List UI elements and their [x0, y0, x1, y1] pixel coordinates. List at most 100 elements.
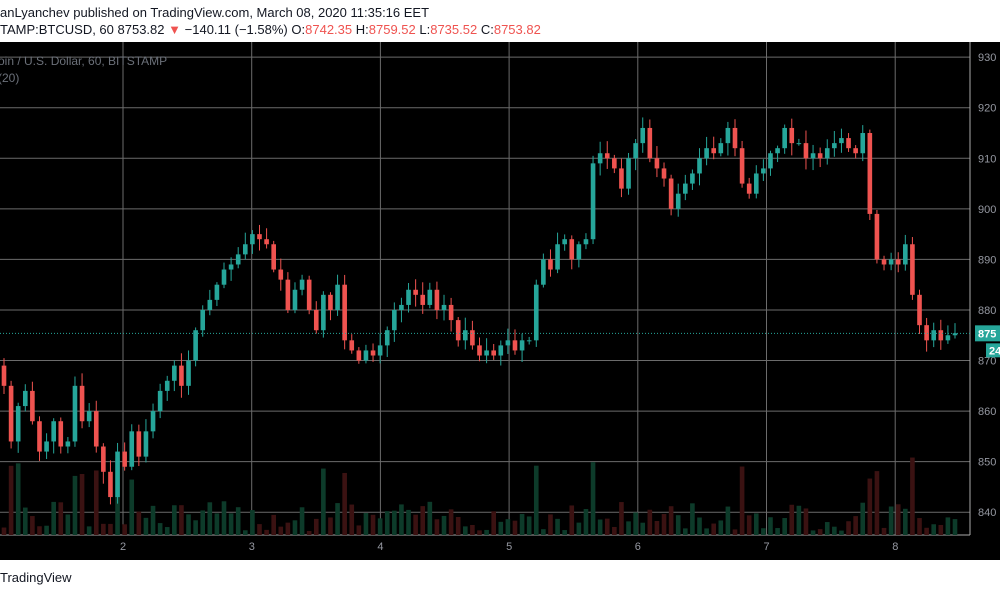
- candle-body: [704, 148, 709, 159]
- candle-body: [924, 325, 929, 341]
- volume-bar: [846, 521, 851, 535]
- volume-bar: [1, 527, 7, 535]
- price-tick-label: 910: [978, 153, 996, 165]
- volume-bar: [58, 502, 64, 535]
- volume-bar: [157, 523, 163, 535]
- volume-bar: [406, 509, 411, 535]
- candle-body: [562, 239, 567, 245]
- candle-body: [945, 335, 951, 341]
- price-tick-label: 920: [978, 103, 996, 115]
- symbol-label[interactable]: TAMP:BTCUSD, 60: [0, 22, 114, 37]
- candle-body: [484, 350, 489, 356]
- volume-bar: [888, 506, 894, 535]
- candle-body: [860, 133, 866, 154]
- volume-bar: [824, 522, 830, 535]
- volume-bar: [505, 519, 511, 535]
- volume-bar: [143, 517, 149, 535]
- volume-bar: [803, 508, 809, 535]
- volume-bar: [363, 512, 369, 535]
- volume-bar: [179, 505, 184, 535]
- open-label: O:: [291, 22, 306, 37]
- candle-body: [413, 289, 418, 295]
- volume-bar: [37, 526, 42, 535]
- candle-body: [462, 330, 468, 341]
- candle-body: [22, 390, 28, 407]
- volume-bar: [498, 521, 504, 535]
- candle-body: [910, 244, 915, 295]
- last-price: 8753.82: [117, 22, 165, 37]
- volume-bar: [895, 504, 901, 535]
- candle-body: [824, 148, 830, 159]
- candle-body: [377, 345, 383, 356]
- volume-bar: [299, 507, 305, 535]
- volume-bar: [633, 512, 638, 535]
- candle-body: [448, 304, 454, 321]
- price-tick-label: 860: [978, 406, 996, 418]
- volume-bar: [150, 505, 156, 535]
- volume-bar: [604, 518, 610, 535]
- volume-bar: [477, 530, 482, 535]
- volume-bar: [761, 528, 766, 535]
- volume-bar: [952, 519, 958, 535]
- candle-body: [583, 239, 589, 245]
- candle-body: [895, 259, 901, 265]
- volume-bar: [250, 510, 255, 535]
- candle-body: [761, 168, 766, 174]
- candle-body: [399, 304, 404, 310]
- candle-body: [874, 213, 880, 260]
- volume-bar: [328, 517, 333, 535]
- candle-body: [335, 284, 340, 310]
- volume-bar: [654, 520, 660, 535]
- candle-body: [93, 411, 99, 447]
- volume-bar: [221, 501, 227, 535]
- candle-body: [143, 431, 149, 457]
- candle-body: [604, 153, 610, 159]
- tradingview-brand[interactable]: TradingView: [0, 570, 72, 585]
- candle-body: [619, 168, 624, 189]
- volume-bar: [597, 519, 603, 535]
- close-label: C:: [480, 22, 494, 37]
- price-change: −140.11 (−1.58%): [184, 22, 288, 37]
- high-value: 8759.52: [368, 22, 416, 37]
- volume-bar: [172, 505, 177, 535]
- volume-bar: [392, 510, 397, 535]
- volume-bar: [789, 504, 795, 535]
- candle-body: [952, 333, 958, 336]
- candle-body: [278, 269, 284, 280]
- candle-body: [122, 451, 127, 467]
- last-price-tag-bg: [975, 325, 1000, 342]
- volume-bar: [15, 463, 21, 535]
- volume-bar: [427, 501, 433, 535]
- candle-body: [789, 127, 795, 144]
- close-value: 8753.82: [493, 22, 541, 37]
- volume-bar: [72, 475, 78, 535]
- candle-body: [221, 269, 227, 285]
- volume-bar: [661, 513, 667, 535]
- volume-bar: [342, 472, 347, 535]
- candle-body: [8, 385, 14, 442]
- chart-footer: TradingView: [0, 560, 1000, 596]
- volume-bar: [782, 518, 787, 535]
- volume-bar: [306, 530, 312, 535]
- volume-bar: [242, 530, 248, 535]
- candle-body: [172, 365, 177, 381]
- volume-bar: [817, 529, 823, 535]
- low-label: L:: [419, 22, 431, 37]
- volume-bar: [441, 515, 447, 535]
- volume-bar: [136, 511, 142, 535]
- volume-bar: [93, 470, 99, 535]
- volume-bar: [235, 507, 241, 535]
- candle-body: [30, 390, 35, 422]
- candle-body: [271, 244, 276, 270]
- volume-bar: [413, 514, 418, 535]
- volume-bar: [257, 524, 262, 535]
- candle-body: [853, 148, 858, 154]
- volume-bar: [725, 506, 731, 535]
- volume-bar: [775, 528, 780, 535]
- candle-body: [640, 127, 646, 144]
- candle-body: [505, 340, 511, 346]
- candle-body: [44, 441, 49, 452]
- volume-bar: [704, 528, 709, 535]
